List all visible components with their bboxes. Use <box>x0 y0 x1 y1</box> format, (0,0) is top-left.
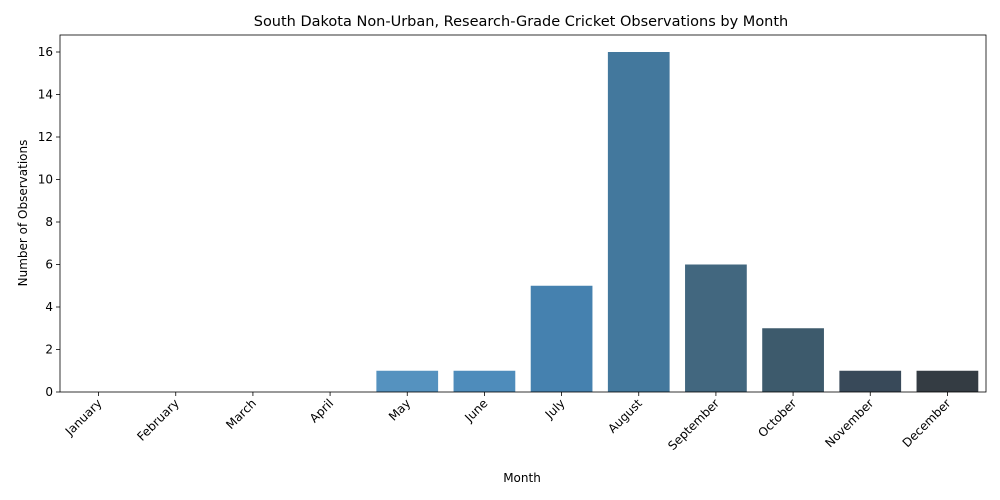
bar-september <box>685 264 747 392</box>
plot-area: 0 2 4 6 8 10 12 14 16 January February March April Ma… <box>38 34 987 453</box>
y-tick-label: 10 <box>38 173 53 187</box>
x-tick-label-september: September <box>665 396 722 453</box>
y-tick-label: 12 <box>38 130 53 144</box>
x-tick-label-january: January <box>62 396 105 439</box>
bar-october <box>762 328 824 392</box>
x-tick-label-july: July <box>542 396 568 422</box>
x-tick-label-august: August <box>605 396 645 436</box>
bar-june <box>453 370 516 392</box>
x-tick-label-december: December <box>900 396 954 450</box>
x-tick-label-june: June <box>461 396 490 425</box>
y-axis-label: Number of Observations <box>16 140 30 287</box>
x-axis-label: Month <box>503 471 541 485</box>
axes-frame <box>59 34 987 393</box>
chart-title: South Dakota Non-Urban, Research-Grade C… <box>254 14 789 30</box>
bar-may <box>376 370 439 392</box>
x-tick-label-april: April <box>307 396 336 425</box>
y-tick-label: 16 <box>38 45 53 59</box>
y-tick-label: 4 <box>45 300 53 314</box>
bar-december <box>916 370 979 392</box>
x-tick-label-february: February <box>134 396 182 444</box>
bar-august <box>607 52 670 392</box>
y-tick-label: 0 <box>45 385 53 399</box>
y-tick-label: 8 <box>45 215 53 229</box>
x-tick-label-march: March <box>223 396 259 432</box>
y-tick-label: 2 <box>45 343 53 357</box>
x-tick-label-october: October <box>755 396 799 440</box>
x-tick-label-november: November <box>822 396 876 450</box>
bar-november <box>839 370 902 392</box>
bar-july <box>530 285 593 392</box>
y-tick-label: 14 <box>38 88 53 102</box>
x-tick-label-may: May <box>386 396 413 423</box>
y-tick-label: 6 <box>45 258 53 272</box>
